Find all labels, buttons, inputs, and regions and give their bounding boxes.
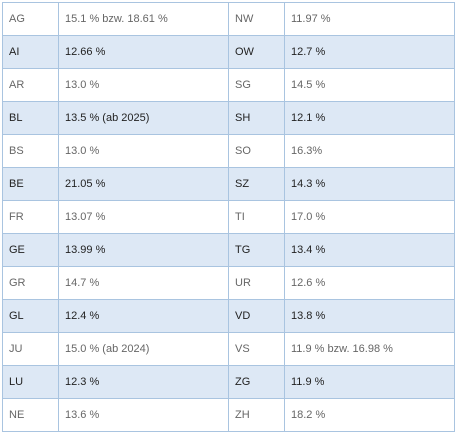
canton-code-cell: BE bbox=[2, 167, 59, 201]
table-row: BS 13.0 % SO 16.3% bbox=[2, 134, 455, 168]
canton-code-cell: LU bbox=[2, 365, 59, 399]
canton-code-cell: OW bbox=[228, 35, 285, 69]
table-body: AG 15.1 % bzw. 18.61 % NW 11.97 % AI 12.… bbox=[2, 2, 455, 432]
canton-code-cell: JU bbox=[2, 332, 59, 366]
table-row: JU 15.0 % (ab 2024) VS 11.9 % bzw. 16.98… bbox=[2, 332, 455, 366]
tax-rate-cell: 12.6 % bbox=[284, 266, 455, 300]
canton-code-cell: SG bbox=[228, 68, 285, 102]
table-row: BL 13.5 % (ab 2025) SH 12.1 % bbox=[2, 101, 455, 135]
tax-rate-cell: 11.97 % bbox=[284, 2, 455, 36]
canton-code-cell: BS bbox=[2, 134, 59, 168]
tax-rate-cell: 13.4 % bbox=[284, 233, 455, 267]
tax-rate-cell: 13.99 % bbox=[58, 233, 229, 267]
canton-code-cell: GE bbox=[2, 233, 59, 267]
tax-rate-cell: 14.3 % bbox=[284, 167, 455, 201]
tax-rate-cell: 14.5 % bbox=[284, 68, 455, 102]
canton-code-cell: SZ bbox=[228, 167, 285, 201]
canton-code-cell: VS bbox=[228, 332, 285, 366]
table-row: AG 15.1 % bzw. 18.61 % NW 11.97 % bbox=[2, 2, 455, 36]
tax-rate-cell: 13.5 % (ab 2025) bbox=[58, 101, 229, 135]
table-row: GL 12.4 % VD 13.8 % bbox=[2, 299, 455, 333]
canton-code-cell: GL bbox=[2, 299, 59, 333]
canton-code-cell: SO bbox=[228, 134, 285, 168]
tax-rate-cell: 15.1 % bzw. 18.61 % bbox=[58, 2, 229, 36]
tax-rate-cell: 21.05 % bbox=[58, 167, 229, 201]
tax-rate-cell: 15.0 % (ab 2024) bbox=[58, 332, 229, 366]
tax-rate-cell: 13.07 % bbox=[58, 200, 229, 234]
tax-rate-cell: 14.7 % bbox=[58, 266, 229, 300]
canton-code-cell: GR bbox=[2, 266, 59, 300]
canton-code-cell: BL bbox=[2, 101, 59, 135]
table-row: GE 13.99 % TG 13.4 % bbox=[2, 233, 455, 267]
canton-code-cell: ZG bbox=[228, 365, 285, 399]
table-row: AI 12.66 % OW 12.7 % bbox=[2, 35, 455, 69]
canton-code-cell: NW bbox=[228, 2, 285, 36]
tax-rate-cell: 13.0 % bbox=[58, 134, 229, 168]
table-row: BE 21.05 % SZ 14.3 % bbox=[2, 167, 455, 201]
tax-rate-cell: 13.8 % bbox=[284, 299, 455, 333]
tax-rate-cell: 17.0 % bbox=[284, 200, 455, 234]
canton-code-cell: AI bbox=[2, 35, 59, 69]
table-row: GR 14.7 % UR 12.6 % bbox=[2, 266, 455, 300]
tax-rate-cell: 18.2 % bbox=[284, 398, 455, 432]
canton-code-cell: AR bbox=[2, 68, 59, 102]
canton-code-cell: TI bbox=[228, 200, 285, 234]
canton-code-cell: VD bbox=[228, 299, 285, 333]
tax-rate-cell: 12.4 % bbox=[58, 299, 229, 333]
canton-tax-rate-table: AG 15.1 % bzw. 18.61 % NW 11.97 % AI 12.… bbox=[2, 2, 455, 432]
canton-code-cell: TG bbox=[228, 233, 285, 267]
tax-rate-cell: 13.0 % bbox=[58, 68, 229, 102]
canton-code-cell: FR bbox=[2, 200, 59, 234]
table-row: FR 13.07 % TI 17.0 % bbox=[2, 200, 455, 234]
tax-rate-cell: 12.3 % bbox=[58, 365, 229, 399]
canton-code-cell: SH bbox=[228, 101, 285, 135]
tax-rate-cell: 12.7 % bbox=[284, 35, 455, 69]
canton-code-cell: AG bbox=[2, 2, 59, 36]
tax-rate-cell: 12.1 % bbox=[284, 101, 455, 135]
tax-rate-cell: 11.9 % bzw. 16.98 % bbox=[284, 332, 455, 366]
table-row: LU 12.3 % ZG 11.9 % bbox=[2, 365, 455, 399]
tax-rate-cell: 12.66 % bbox=[58, 35, 229, 69]
tax-rate-cell: 16.3% bbox=[284, 134, 455, 168]
canton-code-cell: NE bbox=[2, 398, 59, 432]
table-row: AR 13.0 % SG 14.5 % bbox=[2, 68, 455, 102]
table-row: NE 13.6 % ZH 18.2 % bbox=[2, 398, 455, 432]
canton-code-cell: ZH bbox=[228, 398, 285, 432]
tax-rate-cell: 11.9 % bbox=[284, 365, 455, 399]
canton-code-cell: UR bbox=[228, 266, 285, 300]
tax-rate-cell: 13.6 % bbox=[58, 398, 229, 432]
